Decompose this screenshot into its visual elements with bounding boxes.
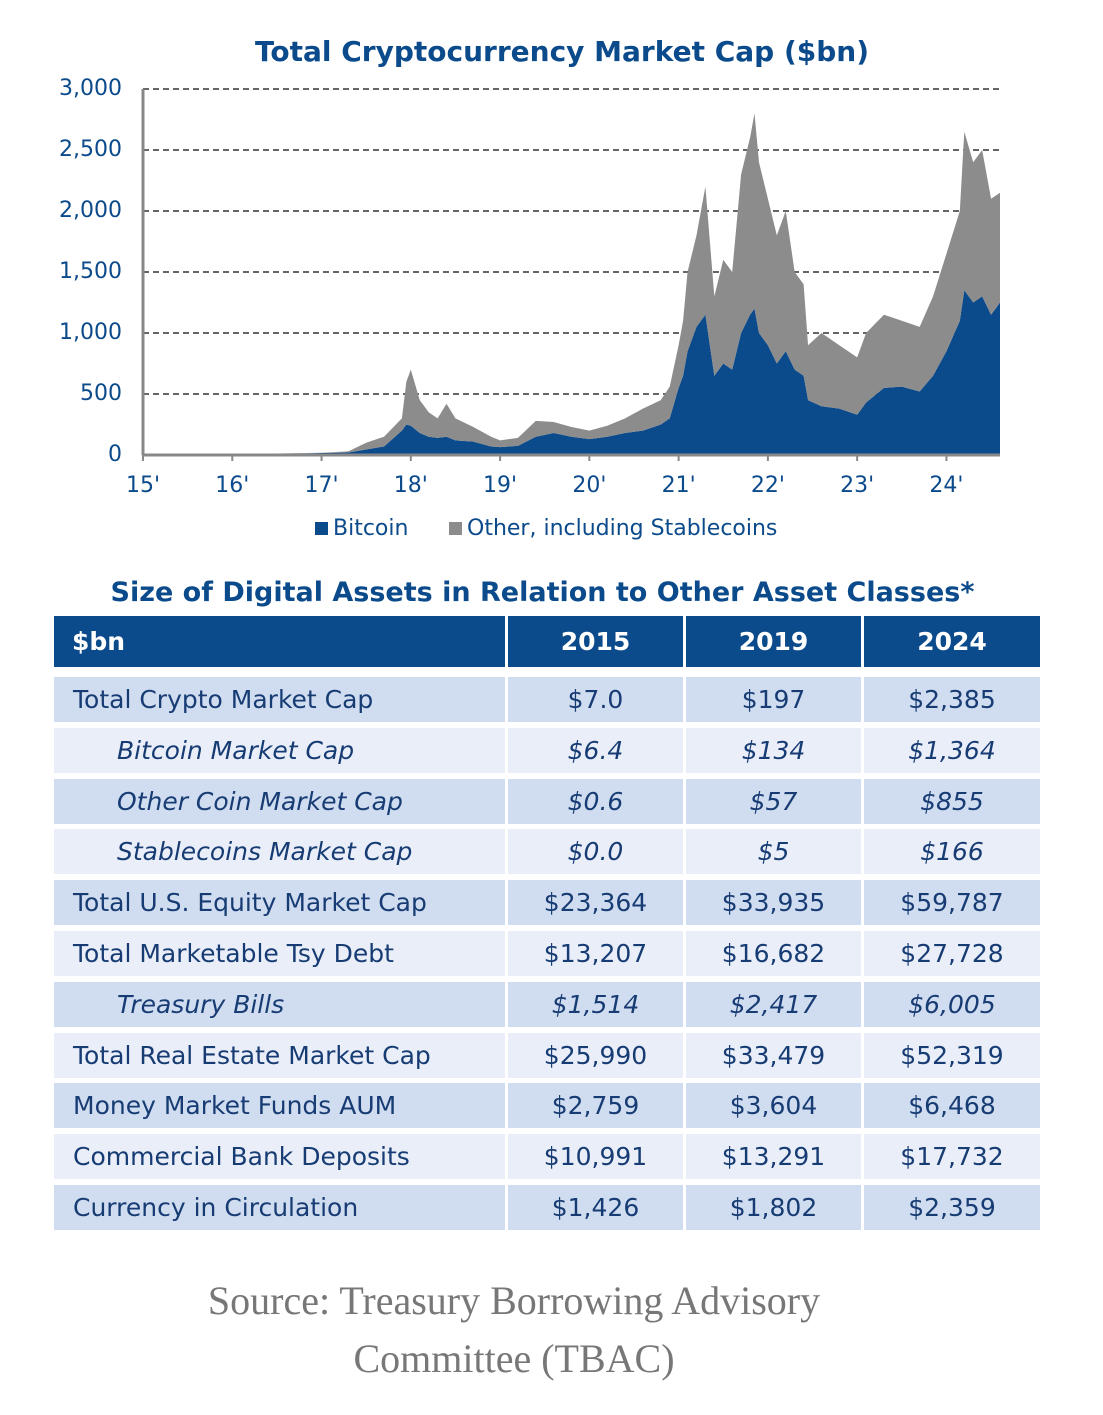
cell-value: $25,990: [508, 1032, 683, 1078]
header-cell: 2015: [508, 616, 683, 667]
legend-label: Bitcoin: [333, 516, 408, 541]
x-tick-label: 15': [126, 473, 160, 498]
cell-value: $52,319: [864, 1032, 1040, 1078]
x-tick-label: 23': [840, 473, 874, 498]
x-tick-label: 24': [929, 473, 963, 498]
cell-value: $17,732: [864, 1134, 1040, 1180]
x-tick-label: 20': [572, 473, 606, 498]
cell-value: $10,991: [508, 1134, 683, 1180]
cell-value: $59,787: [864, 880, 1040, 926]
cell-value: $33,479: [686, 1032, 861, 1078]
x-tick-label: 21': [662, 473, 696, 498]
cell-value: $166: [864, 829, 1040, 875]
cell-value: $33,935: [686, 880, 861, 926]
row-label: Total Crypto Market Cap: [54, 677, 505, 722]
cell-value: $2,759: [508, 1083, 683, 1129]
cell-value: $1,364: [864, 727, 1040, 773]
legend-swatch: [449, 522, 462, 535]
row-label: Bitcoin Market Cap: [54, 727, 505, 773]
x-tick-label: 16': [215, 473, 249, 498]
row-label: Total Marketable Tsy Debt: [54, 931, 505, 976]
x-tick-label: 19': [483, 473, 517, 498]
y-tick-label: 1,000: [59, 320, 122, 345]
area: [143, 290, 1000, 455]
cell-value: $1,802: [686, 1185, 861, 1230]
y-tick-label: 2,000: [59, 198, 122, 223]
cell-value: $13,207: [508, 931, 683, 976]
cell-value: $16,682: [686, 931, 861, 976]
cell-value: $6.4: [508, 727, 683, 773]
y-tick-label: 2,500: [59, 137, 122, 162]
cell-value: $6,468: [864, 1083, 1040, 1129]
y-tick-label: 1,500: [59, 259, 122, 284]
header-cell: 2019: [686, 616, 861, 667]
row-label: Stablecoins Market Cap: [54, 829, 505, 875]
cell-value: $3,604: [686, 1083, 861, 1129]
row-label: Commercial Bank Deposits: [54, 1134, 505, 1180]
source: Source: Treasury Borrowing Advisory Comm…: [207, 1278, 821, 1381]
cell-value: $1,514: [508, 981, 683, 1027]
cell-value: $6,005: [864, 981, 1040, 1027]
y-tick-label: 3,000: [59, 76, 122, 101]
legend-label: Other, including Stablecoins: [467, 516, 777, 541]
cell-value: $5: [686, 829, 861, 875]
legend-swatch: [315, 522, 328, 535]
cell-value: $7.0: [508, 677, 683, 722]
x-tick-label: 17': [305, 473, 339, 498]
row-label: Total Real Estate Market Cap: [54, 1032, 505, 1078]
row-label: Currency in Circulation: [54, 1185, 505, 1230]
header-cell: $bn: [54, 616, 505, 667]
cell-value: $23,364: [508, 880, 683, 926]
cell-value: $855: [864, 778, 1040, 824]
y-tick-label: 0: [108, 442, 122, 467]
y-tick-label: 500: [80, 381, 122, 406]
row-label: Total U.S. Equity Market Cap: [54, 880, 505, 926]
cell-value: $27,728: [864, 931, 1040, 976]
x-tick-label: 18': [394, 473, 428, 498]
cell-value: $13,291: [686, 1134, 861, 1180]
cell-value: $2,385: [864, 677, 1040, 722]
x-tick-label: 22': [751, 473, 785, 498]
chart-title: Total Cryptocurrency Market Cap ($bn): [255, 35, 869, 68]
row-label: Other Coin Market Cap: [54, 778, 505, 824]
row-label: Money Market Funds AUM: [54, 1083, 505, 1129]
table-title: Size of Digital Assets in Relation to Ot…: [110, 576, 975, 608]
chart: Total Cryptocurrency Market Cap ($bn) 0 5…: [59, 35, 1000, 541]
cell-value: $57: [686, 778, 861, 824]
header-cell: 2024: [864, 616, 1040, 667]
cell-value: $2,359: [864, 1185, 1040, 1230]
cell-value: $0.6: [508, 778, 683, 824]
row-label: Treasury Bills: [54, 981, 505, 1027]
cell-value: $0.0: [508, 829, 683, 875]
cell-value: $1,426: [508, 1185, 683, 1230]
cell-value: $134: [686, 727, 861, 773]
cell-value: $2,417: [686, 981, 861, 1027]
cell-value: $197: [686, 677, 861, 722]
